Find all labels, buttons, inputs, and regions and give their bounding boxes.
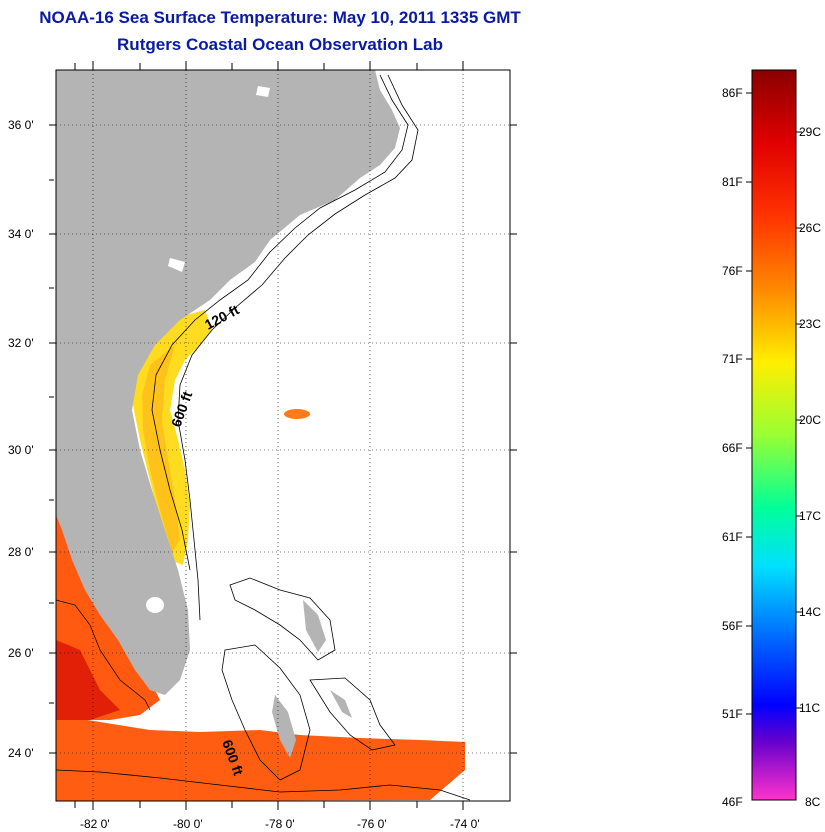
contour-bahamas-east [309, 677, 396, 751]
contour-bahamas [229, 577, 336, 661]
colorbar-f-label: 71F [722, 352, 743, 366]
colorbar-c-label: 20C [799, 413, 821, 427]
map-frame [55, 69, 511, 802]
contour-cuba [56, 769, 471, 801]
island-eleuthera [330, 690, 352, 718]
colorbar-c-label: 23C [799, 317, 821, 331]
lon-label: -74 0' [450, 817, 480, 831]
colorbar [751, 69, 797, 801]
land-us-southeast [56, 70, 400, 695]
lake-small [256, 86, 270, 97]
lat-label: 28 0' [8, 545, 34, 559]
sst-offshore-patch [284, 409, 310, 419]
colorbar-c-label: 17C [799, 509, 821, 523]
lon-label: -78 0' [265, 817, 295, 831]
lon-label: -76 0' [357, 817, 387, 831]
colorbar-f-label: 46F [722, 795, 743, 809]
lon-label: -80 0' [173, 817, 203, 831]
map-title: NOAA-16 Sea Surface Temperature: May 10,… [39, 8, 521, 27]
contour-gulf [56, 599, 151, 711]
lat-label: 36 0' [8, 118, 34, 132]
lon-label: -82 0' [80, 817, 110, 831]
lat-label: 34 0' [8, 227, 34, 241]
lake-okeechobee [146, 597, 164, 613]
colorbar-f-label: 76F [722, 264, 743, 278]
contour-600ft [177, 74, 419, 621]
colorbar-f-label: 61F [722, 530, 743, 544]
lat-label: 24 0' [8, 746, 34, 760]
map-subtitle: Rutgers Coastal Ocean Observation Lab [117, 35, 443, 54]
lat-label: 30 0' [8, 443, 34, 457]
sst-gulf-hot [56, 640, 120, 720]
colorbar-f-label: 66F [722, 441, 743, 455]
lat-label: 26 0' [8, 646, 34, 660]
colorbar-f-label: 86F [722, 86, 743, 100]
sst-inner-band [142, 345, 180, 552]
colorbar-c-label: 26C [799, 221, 821, 235]
sst-south-band [56, 715, 465, 801]
lake-small [168, 258, 185, 272]
colorbar-c-label: 11C [799, 701, 820, 715]
colorbar-f-label: 81F [722, 175, 743, 189]
contour-bahamas-south [221, 644, 311, 781]
colorbar-f-label: 51F [722, 707, 743, 721]
colorbar-c-label: 14C [799, 605, 821, 619]
colorbar-f-label: 56F [722, 619, 743, 633]
colorbar-c-label: 29C [799, 125, 821, 139]
colorbar-c-label: 8C [805, 795, 821, 809]
colorbar-ticks [746, 92, 802, 715]
tick-marks [49, 61, 517, 810]
island-abaco [303, 600, 326, 652]
lat-label: 32 0' [8, 336, 34, 350]
